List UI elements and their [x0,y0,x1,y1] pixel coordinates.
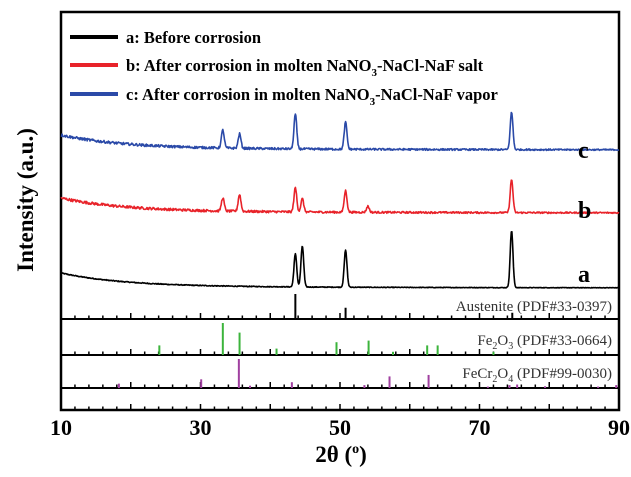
x-tick-label: 10 [50,415,72,440]
series-label-a: a [578,262,590,288]
legend-text-c: c: After corrosion in molten NaNO3-NaCl-… [126,85,498,108]
legend: a: Before corrosion b: After corrosion i… [70,28,498,108]
x-tick-label: 90 [608,415,630,440]
x-tick-label: 50 [329,415,351,440]
y-axis-title: Intensity (a.u.) [13,128,38,272]
series-line-b [60,179,620,215]
x-axis-title: 2θ (o) [315,442,367,467]
x-tick-labels: 10 30 50 70 90 [50,415,630,440]
ref-label-fe2o3: Fe2O3 (PDF#33-0664) [477,333,612,352]
reference-labels: Austenite (PDF#33-0397) Fe2O3 (PDF#33-06… [456,299,612,385]
x-tick-label: 70 [469,415,491,440]
series-label-c: c [578,138,589,164]
reference-panels [60,294,620,410]
ref-label-austenite: Austenite (PDF#33-0397) [456,299,612,315]
ref-label-fecr2o4: FeCr2O4 (PDF#99-0030) [462,366,612,385]
series-labels: a b c [578,138,591,288]
series-label-b: b [578,198,591,224]
series-line-c [60,111,620,152]
diffraction-curves [60,111,620,289]
x-tick-label: 30 [190,415,212,440]
legend-text-a: a: Before corrosion [126,28,261,47]
legend-text-b: b: After corrosion in molten NaNO3-NaCl-… [126,56,484,79]
series-line-a [60,231,620,289]
